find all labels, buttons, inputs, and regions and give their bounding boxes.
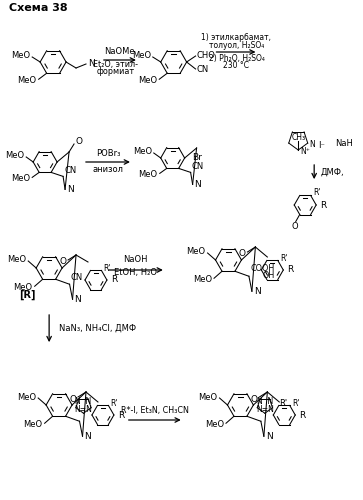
Text: O: O <box>250 394 257 404</box>
Text: MeO: MeO <box>11 52 30 60</box>
Text: MeO: MeO <box>13 283 33 292</box>
Text: MeO: MeO <box>187 248 205 256</box>
Text: 2) Ph₂O, H₂SO₄: 2) Ph₂O, H₂SO₄ <box>208 54 264 64</box>
Text: N=N: N=N <box>256 405 274 414</box>
Text: N: N <box>195 180 201 189</box>
Text: NaOH: NaOH <box>123 256 148 264</box>
Text: EtOH, H₂O: EtOH, H₂O <box>114 268 157 276</box>
Text: MeO: MeO <box>17 76 37 85</box>
Text: CN: CN <box>192 162 204 171</box>
Text: Схема 38: Схема 38 <box>9 3 68 13</box>
Text: R': R' <box>279 399 287 408</box>
Text: Et₂O, этил-: Et₂O, этил- <box>93 60 138 68</box>
Text: R: R <box>118 410 124 420</box>
Text: R': R' <box>110 399 118 408</box>
Text: N: N <box>88 60 95 68</box>
Text: N  N: N N <box>76 397 91 406</box>
Text: R: R <box>287 266 294 274</box>
Text: N: N <box>266 432 273 441</box>
Text: [R]: [R] <box>19 290 36 300</box>
Text: I⁻: I⁻ <box>318 140 325 149</box>
Text: N: N <box>310 140 315 148</box>
Text: N: N <box>254 287 261 296</box>
Text: MeO: MeO <box>205 420 224 429</box>
Text: MeO: MeO <box>24 420 42 429</box>
Text: анизол: анизол <box>93 164 123 173</box>
Text: MeO: MeO <box>132 148 152 156</box>
Text: MeO: MeO <box>199 392 217 402</box>
Text: MeO: MeO <box>7 256 26 264</box>
Text: R: R <box>320 202 326 210</box>
Text: CHO: CHO <box>197 50 216 59</box>
Text: COOH: COOH <box>251 264 275 273</box>
Text: формиат: формиат <box>97 68 135 76</box>
Text: MeO: MeO <box>5 152 24 160</box>
Text: CH₃: CH₃ <box>291 134 305 142</box>
Text: R: R <box>299 410 306 420</box>
Text: R': R' <box>292 399 299 408</box>
Text: R: R <box>111 276 117 284</box>
Text: O: O <box>69 394 76 404</box>
Text: N: N <box>74 295 81 304</box>
Text: CN: CN <box>197 66 209 74</box>
Text: R': R' <box>314 188 321 197</box>
Text: R*-I, Et₃N, CH₃CN: R*-I, Et₃N, CH₃CN <box>121 406 189 414</box>
Text: CN: CN <box>64 166 76 175</box>
Text: MeO: MeO <box>17 392 36 402</box>
Text: MeO: MeO <box>138 76 157 85</box>
Text: 1) этилкарбамат,: 1) этилкарбамат, <box>201 34 272 42</box>
Text: OH: OH <box>263 271 275 280</box>
Text: N⁺: N⁺ <box>300 146 310 156</box>
Text: ДМФ,: ДМФ, <box>320 168 344 176</box>
Text: R': R' <box>280 254 287 263</box>
Text: MeO: MeO <box>11 174 30 183</box>
Text: Br: Br <box>192 154 201 162</box>
Text: O: O <box>75 138 82 146</box>
Text: POBr₃: POBr₃ <box>96 148 120 158</box>
Text: R': R' <box>103 264 111 273</box>
Text: O: O <box>238 250 245 258</box>
Text: O: O <box>59 258 66 266</box>
Text: N: N <box>67 185 74 194</box>
Text: MeO: MeO <box>193 275 212 284</box>
Text: CN: CN <box>70 273 83 282</box>
Text: NaOMe: NaOMe <box>105 48 135 56</box>
Text: MeO: MeO <box>132 52 151 60</box>
Text: MeO: MeO <box>139 170 158 179</box>
Text: NaH: NaH <box>335 138 353 147</box>
Text: O: O <box>291 222 298 231</box>
Text: NaN₃, NH₄Cl, ДМФ: NaN₃, NH₄Cl, ДМФ <box>59 324 136 332</box>
Text: 230 °C: 230 °C <box>224 62 249 70</box>
Text: N=N: N=N <box>74 405 93 414</box>
Text: N  N: N N <box>257 397 273 406</box>
Text: толуол, H₂SO₄: толуол, H₂SO₄ <box>209 40 264 50</box>
Text: N: N <box>85 432 91 441</box>
